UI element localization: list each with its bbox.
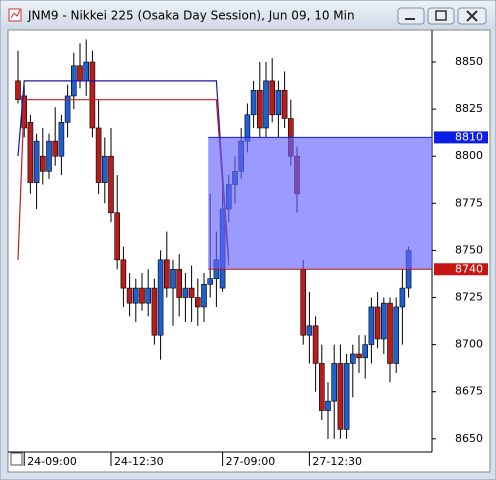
candle-body (256, 89, 263, 129)
candle-body (27, 122, 34, 183)
candle-body (318, 363, 325, 411)
candle-body (306, 325, 313, 336)
candle-body (393, 306, 400, 364)
y-tick-label: 8675 (455, 385, 483, 398)
app-icon (8, 8, 22, 22)
candle-body (201, 284, 207, 308)
y-tick-label: 8650 (455, 432, 483, 445)
close-glyph (466, 10, 478, 22)
window-title: JNM9 - Nikkei 225 (Osaka Day Session), J… (27, 9, 355, 23)
candle-body (157, 259, 164, 336)
price-marker-label: 8810 (455, 130, 483, 143)
candle-body (170, 268, 176, 289)
x-tick-label: 27-09:00 (226, 455, 276, 468)
candle-body (164, 259, 170, 289)
candle-body (64, 95, 71, 123)
candle-body (269, 80, 276, 116)
candle-body (343, 363, 350, 430)
y-tick-label: 8725 (455, 291, 483, 304)
candle-body (331, 363, 338, 402)
candle-body (337, 363, 344, 430)
window-buttons[interactable] (397, 7, 487, 25)
candle-body (83, 61, 89, 82)
candle-body (380, 302, 387, 340)
candle-body (207, 278, 213, 285)
candle-body (102, 155, 108, 183)
candle-body (77, 65, 83, 82)
y-tick-label: 8700 (455, 338, 483, 351)
candle-body (349, 353, 356, 364)
x-tick-label: 24-12:30 (114, 455, 164, 468)
candle-body (281, 89, 288, 119)
candle-body (52, 140, 59, 157)
plot: 8650 8675 8700 8725 8750 8775 8800 8825 8850 24-0… (15, 39, 488, 468)
candle-body (139, 287, 145, 304)
candle-body (46, 140, 52, 172)
candle-body (195, 297, 201, 308)
candle-body (250, 89, 257, 116)
price-zone (208, 137, 432, 270)
candle-body (58, 122, 65, 157)
candle-body (368, 306, 375, 345)
maximize-glyph (435, 10, 447, 21)
price-marker-box (434, 131, 488, 144)
candle-body (325, 400, 331, 411)
candle-body (387, 302, 393, 364)
y-tick-label: 8850 (455, 55, 483, 68)
candle-body (133, 287, 139, 304)
candle-body (356, 353, 362, 359)
candle-body (275, 89, 282, 116)
candle-body (114, 212, 120, 261)
y-tick-label: 8775 (455, 196, 483, 209)
candle-body (312, 325, 319, 364)
candle-body (95, 127, 102, 183)
candle-body (145, 287, 151, 304)
candle-body (182, 287, 189, 298)
price-marker-box (434, 263, 488, 276)
overlay-line (17, 99, 230, 266)
minimize-glyph (405, 18, 415, 20)
scroll-box[interactable] (10, 452, 23, 466)
y-tick-label: 8825 (455, 102, 483, 115)
y-tick-label: 8800 (455, 149, 483, 162)
candle-body (374, 306, 381, 340)
candle-body (120, 259, 127, 289)
app-icon-glyph (10, 9, 21, 19)
candle-body (151, 287, 158, 336)
candle-body (263, 80, 269, 129)
candle-body (39, 155, 46, 172)
candle-body (362, 344, 369, 359)
x-tick-label: 27-12:30 (312, 455, 362, 468)
minimize-button[interactable] (397, 7, 425, 25)
price-marker-label: 8740 (455, 262, 483, 275)
overlay-line (17, 80, 230, 260)
maximize-button[interactable] (427, 7, 455, 25)
candle-body (33, 140, 40, 183)
candle-body (89, 61, 96, 129)
candle-body (126, 287, 133, 304)
x-tick-label: 24-09:00 (27, 455, 77, 468)
candle-body (15, 80, 21, 101)
candle-body (300, 268, 307, 336)
candle-body (399, 287, 406, 308)
y-tick-label: 8750 (455, 243, 483, 256)
candle-body (176, 268, 182, 298)
candle-body (108, 155, 114, 214)
candle-body (188, 287, 195, 298)
